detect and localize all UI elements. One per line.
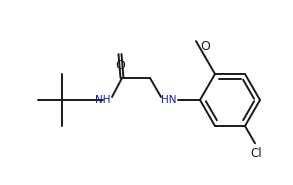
Text: NH: NH [95, 95, 111, 105]
Text: O: O [115, 59, 125, 72]
Text: Cl: Cl [250, 147, 262, 160]
Text: HN: HN [161, 95, 177, 105]
Text: O: O [200, 40, 210, 53]
